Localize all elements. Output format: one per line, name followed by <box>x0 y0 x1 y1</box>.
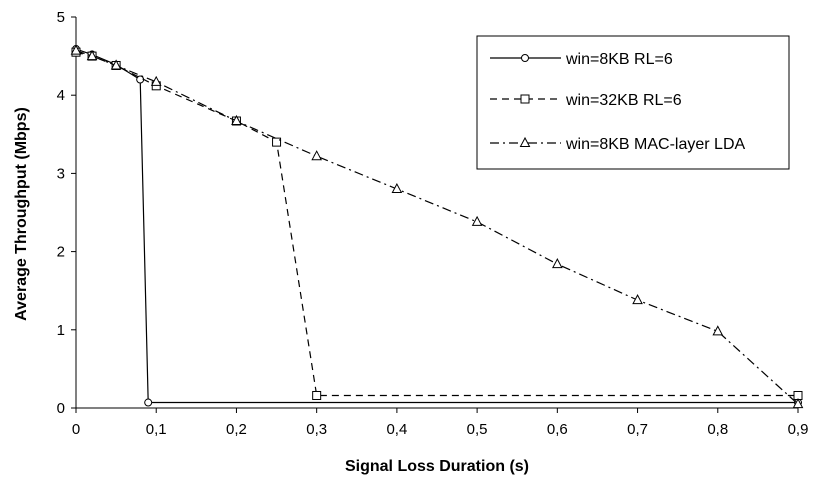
legend-label: win=32KB RL=6 <box>565 92 682 109</box>
data-point <box>110 59 122 70</box>
legend-marker <box>519 136 531 147</box>
legend-marker <box>520 94 530 104</box>
x-tick-label: 0,1 <box>146 421 167 438</box>
x-tick-label: 0,6 <box>547 421 568 438</box>
data-point <box>231 114 242 126</box>
x-axis-title: Signal Loss Duration (s) <box>345 458 529 475</box>
x-tick-label: 0,9 <box>788 421 809 438</box>
x-tick-label: 0,8 <box>707 421 728 438</box>
data-point <box>150 75 162 86</box>
data-point <box>311 150 322 161</box>
data-point <box>70 44 82 55</box>
legend: win=8KB RL=6 win=32KB RL=6 win=8KB MAC-lay… <box>476 35 790 170</box>
data-point <box>792 398 804 409</box>
series-line <box>75 50 799 405</box>
data-point <box>632 294 643 305</box>
x-tick-label: 0,3 <box>306 421 327 438</box>
data-point <box>552 258 563 269</box>
legend-label: win=8KB RL=6 <box>565 51 673 68</box>
data-point <box>471 215 483 226</box>
y-tick-label: 4 <box>57 87 65 104</box>
x-tick-label: 0,2 <box>226 421 247 438</box>
data-point <box>86 50 98 61</box>
series-mac-lda <box>70 44 804 409</box>
y-tick-label: 3 <box>57 165 65 182</box>
y-axis-title: Average Throughput (Mbps) <box>13 107 30 321</box>
data-point <box>312 390 322 400</box>
x-tick-label: 0,4 <box>386 421 407 438</box>
axes: 0 1 2 3 4 5 0 0,1 0,2 0,3 0,4 0,5 0,6 0,7 0,8 0,9 <box>57 9 809 438</box>
series-line <box>75 51 798 397</box>
data-point <box>144 398 153 407</box>
y-tick-label: 1 <box>57 322 65 339</box>
legend-marker <box>521 54 529 62</box>
data-point <box>712 325 724 336</box>
data-point <box>272 137 282 147</box>
y-tick-label: 0 <box>57 400 65 417</box>
y-tick-label: 5 <box>57 9 65 26</box>
y-tick-label: 2 <box>57 244 65 261</box>
data-point <box>391 182 403 194</box>
legend-label: win=8KB MAC-layer LDA <box>565 136 746 153</box>
x-tick-label: 0,7 <box>627 421 648 438</box>
x-tick-label: 0,5 <box>467 421 488 438</box>
x-tick-label: 0 <box>72 421 80 438</box>
plot-area <box>70 44 804 409</box>
